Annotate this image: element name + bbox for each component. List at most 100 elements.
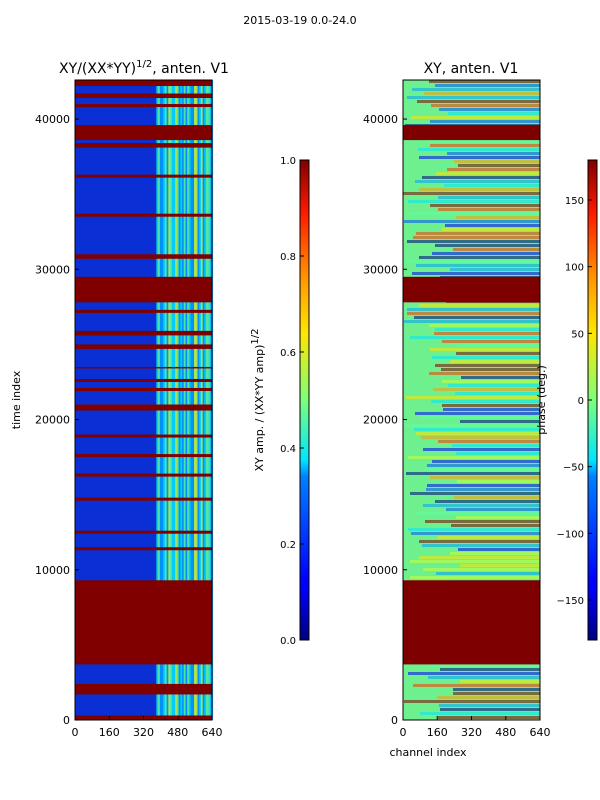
phase-stripe (430, 204, 540, 207)
saturated-band (75, 378, 212, 382)
phase-stripe (438, 196, 540, 199)
x-tick-label: 0 (72, 726, 79, 739)
phase-stripe (453, 248, 540, 251)
phase-stripe (439, 704, 540, 707)
phase-stripe (425, 520, 540, 523)
channel-column (171, 80, 174, 720)
phase-stripe (413, 236, 540, 239)
phase-stripe (447, 168, 540, 171)
colorbar-tick-label: 50 (571, 329, 584, 340)
phase-stripe (436, 572, 540, 575)
phase-stripe (456, 352, 540, 355)
phase-stripe (455, 392, 540, 395)
phase-stripe (437, 696, 540, 699)
phase-stripe (448, 112, 540, 115)
amplitude-heatmap-channel-columns (156, 80, 214, 720)
saturated-band (75, 125, 212, 141)
phase-stripe (406, 396, 540, 399)
phase-stripe (421, 436, 540, 439)
colorbar-tick-label: −50 (563, 463, 584, 474)
phase-stripe (447, 152, 540, 155)
phase-stripe (416, 232, 540, 235)
phase-heatmap (402, 79, 541, 721)
colorbar-tick-label: −150 (557, 596, 584, 607)
phase-stripe (419, 540, 540, 543)
saturated-band (403, 580, 540, 665)
phase-stripe (444, 184, 540, 187)
channel-column (194, 80, 197, 720)
channel-column (156, 80, 159, 720)
y-tick-label: 0 (391, 714, 398, 727)
phase-stripe (418, 148, 540, 151)
phase-stripe (419, 188, 540, 191)
phase-stripe (411, 116, 540, 119)
phase-stripe (416, 432, 540, 435)
phase-stripe (458, 164, 540, 167)
phase-stripe (438, 716, 540, 719)
channel-column (175, 80, 178, 720)
saturated-band (75, 366, 212, 369)
phase-stripe (404, 220, 540, 223)
phase-stripe (423, 568, 540, 571)
saturated-band (75, 330, 212, 336)
phase-stripe (453, 692, 540, 695)
channel-column (188, 80, 191, 720)
phase-stripe (434, 332, 540, 335)
x-tick-label: 640 (530, 726, 551, 739)
phase-stripe (435, 500, 540, 503)
amplitude-colorbar-label: XY amp. / (XX*YY amp)1/2 (250, 328, 266, 471)
phase-stripe (427, 484, 540, 487)
x-tick-label: 160 (427, 726, 448, 739)
phase-stripe (419, 304, 540, 307)
x-tick-label: 0 (400, 726, 407, 739)
phase-stripe (423, 504, 540, 507)
phase-stripe (430, 664, 540, 667)
channel-column (176, 80, 179, 720)
phase-stripe (454, 160, 540, 163)
phase-stripe (450, 552, 540, 555)
phase-stripe (403, 192, 540, 195)
phase-stripe (456, 452, 540, 455)
phase-stripe (404, 700, 540, 703)
colorbar-tick-label: −100 (557, 529, 584, 540)
y-tick-label: 40000 (35, 113, 70, 126)
phase-stripe (442, 380, 540, 383)
colorbar-tick-label: 0 (578, 396, 584, 407)
saturated-band (75, 683, 212, 695)
phase-stripe (458, 548, 540, 551)
phase-stripe (424, 92, 540, 95)
phase-stripe (406, 472, 540, 475)
colorbar-tick-label: 0.4 (280, 444, 296, 455)
channel-column (190, 80, 193, 720)
channel-column (207, 80, 210, 720)
phase-stripe (433, 388, 540, 391)
phase-stripe (417, 100, 540, 103)
colorbar-tick-label: 1.0 (280, 156, 296, 167)
channel-column (168, 80, 171, 720)
phase-stripe (429, 140, 540, 143)
colorbar-tick-label: 0.6 (280, 348, 296, 359)
channel-column (173, 80, 176, 720)
phase-stripe (410, 336, 540, 339)
x-tick-label: 640 (202, 726, 223, 739)
phase-stripe (415, 180, 540, 183)
phase-stripe (456, 516, 540, 519)
phase-stripe (416, 264, 540, 267)
amplitude-heatmap (74, 79, 214, 721)
phase-stripe (457, 344, 540, 347)
phase-stripe (442, 340, 540, 343)
phase-stripe (443, 408, 540, 411)
phase-stripe (422, 176, 540, 179)
phase-stripe (438, 208, 540, 211)
x-tick-label: 320 (461, 726, 482, 739)
channel-column (195, 80, 198, 720)
y-tick-label: 10000 (35, 564, 70, 577)
y-tick-label: 30000 (35, 263, 70, 276)
channel-column (199, 80, 202, 720)
phase-stripe (435, 328, 540, 331)
phase-stripe (420, 712, 540, 715)
phase-stripe (460, 564, 540, 567)
channel-column (202, 80, 205, 720)
phase-heatmap-axes: 0 160 320 480 640 0 10000 20000 30000 40000 (363, 113, 551, 739)
phase-stripe (435, 244, 540, 247)
